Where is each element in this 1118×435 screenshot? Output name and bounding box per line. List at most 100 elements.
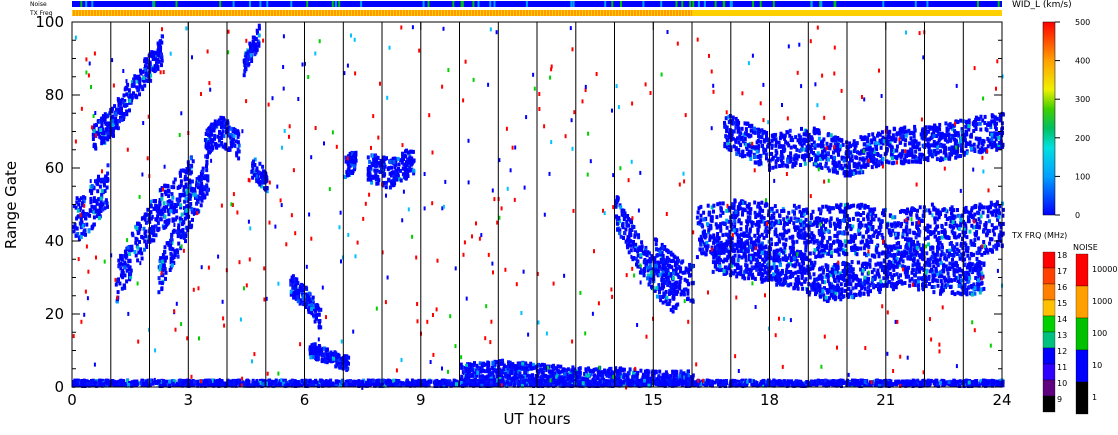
tx-freq-strip-mark	[222, 10, 223, 16]
echo-cell	[479, 369, 483, 374]
echo-cell	[666, 274, 670, 279]
echo-cell	[995, 246, 999, 251]
echo-cell	[887, 280, 891, 284]
echo-cell	[227, 148, 231, 152]
echo-cell	[970, 253, 974, 258]
echo-cell	[483, 376, 487, 381]
echo-cell	[175, 230, 179, 234]
echo-cell	[838, 220, 842, 225]
tx-freq-strip-mark	[585, 10, 586, 16]
echo-cell	[511, 377, 515, 382]
echo-cell	[944, 235, 948, 240]
echo-cell	[493, 365, 496, 370]
echo-cell	[376, 155, 380, 160]
echo-cell	[979, 214, 983, 219]
echo-cell	[747, 232, 751, 237]
echo-cell	[876, 282, 880, 287]
echo-cell	[89, 208, 93, 213]
echo-cell	[819, 211, 823, 216]
echo-cell	[256, 177, 260, 182]
echo-cell	[741, 201, 745, 205]
echo-cell	[982, 240, 986, 244]
echo-cell	[170, 233, 174, 238]
noise-strip-mark	[926, 1, 929, 7]
echo-cell	[819, 208, 823, 213]
echo-cell	[854, 283, 858, 288]
echo-cell	[908, 278, 912, 283]
echo-cell	[259, 184, 263, 189]
echo-cell	[646, 371, 650, 376]
echo-cell	[879, 222, 882, 227]
echo-cell	[391, 156, 395, 161]
noise-strip-mark	[219, 1, 222, 7]
echo-cell	[512, 365, 515, 370]
echo-cell	[789, 217, 793, 222]
echo-cell	[931, 230, 935, 235]
echo-cell	[913, 262, 917, 267]
echo-cell	[168, 199, 172, 204]
echo-cell	[820, 244, 824, 248]
echo-cell	[712, 209, 715, 214]
tx-freq-strip-mark	[354, 10, 355, 16]
echo-cell	[327, 352, 331, 357]
echo-cell	[820, 229, 824, 234]
echo-cell	[354, 152, 358, 157]
echo-cell	[201, 166, 205, 171]
echo-cell	[101, 202, 105, 207]
echo-cell	[149, 204, 153, 209]
echo-cell	[782, 226, 786, 231]
echo-cell	[466, 370, 470, 375]
echo-cell	[167, 212, 171, 217]
echo-cell	[974, 205, 978, 209]
echo-cell	[858, 278, 862, 283]
tx-freq-strip-mark	[474, 10, 475, 16]
echo-cell	[685, 279, 689, 284]
echo-cell	[309, 351, 313, 355]
echo-cell	[378, 161, 382, 166]
echo-cell	[661, 254, 665, 258]
echo-cell	[162, 225, 166, 230]
echo-cell	[179, 235, 183, 240]
echo-cell	[746, 247, 750, 252]
echo-cell	[784, 230, 788, 235]
echo-cell	[905, 232, 909, 237]
echo-cell	[208, 126, 211, 131]
tx-freq-strip-mark	[651, 10, 652, 16]
tx-freq-strip-mark	[213, 10, 214, 16]
echo-cell	[669, 250, 673, 255]
echo-cell	[709, 225, 713, 230]
echo-cell	[659, 246, 663, 251]
echo-cell	[626, 238, 630, 243]
tx-freq-strip-mark	[147, 10, 148, 16]
echo-cell	[521, 375, 525, 380]
echo-cell	[408, 154, 412, 159]
echo-cell	[821, 270, 825, 275]
tx-freq-strip-mark	[678, 10, 679, 16]
tx-freq-strip-mark	[141, 10, 142, 16]
echo-cell	[711, 260, 715, 265]
noise-strip-mark	[730, 1, 733, 7]
echo-cell	[125, 279, 129, 284]
echo-cell	[351, 159, 355, 164]
echo-cell	[390, 170, 394, 175]
echo-cell	[310, 348, 314, 353]
echo-cell	[609, 372, 613, 376]
tx-freq-strip-mark	[144, 10, 145, 16]
tx-freq-strip-mark	[333, 10, 334, 16]
echo-cell	[489, 371, 493, 376]
echo-cell	[901, 234, 905, 239]
echo-cell	[163, 267, 167, 272]
echo-cell	[940, 235, 944, 240]
echo-cell	[912, 279, 916, 284]
noise-strip-mark	[360, 1, 363, 7]
noise-strip-mark	[306, 1, 309, 7]
echo-cell	[619, 373, 623, 378]
echo-cell	[163, 214, 167, 219]
echo-cell	[101, 207, 105, 212]
echo-cell	[915, 215, 919, 220]
echo-cell	[397, 167, 400, 171]
echo-cell	[955, 223, 959, 228]
noise-strip-mark	[714, 1, 717, 7]
tx-freq-strip-mark	[225, 10, 226, 16]
echo-cell	[924, 284, 928, 289]
